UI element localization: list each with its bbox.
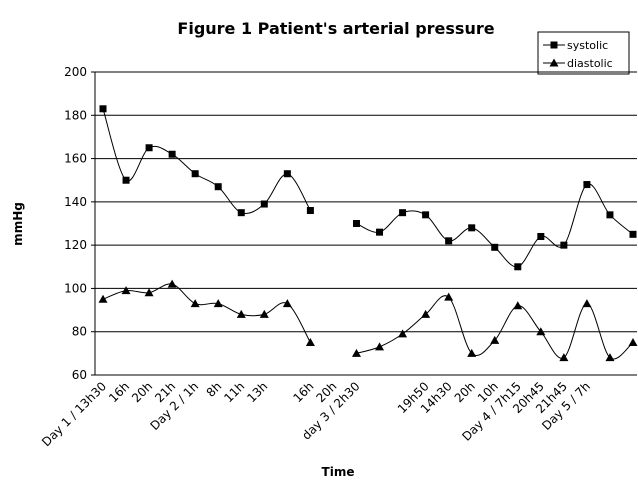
marker — [98, 294, 108, 303]
marker — [468, 224, 476, 232]
legend-label: diastolic — [567, 57, 613, 70]
marker — [398, 329, 408, 338]
marker — [560, 241, 568, 249]
marker — [421, 309, 431, 318]
y-tick-label: 60 — [72, 368, 87, 382]
marker — [190, 299, 200, 308]
marker — [351, 348, 361, 357]
y-tick-label: 160 — [64, 152, 87, 166]
x-tick-label: Day 1 / 13h30 — [39, 379, 109, 449]
series-line — [102, 108, 634, 268]
marker — [167, 279, 177, 288]
marker — [422, 211, 430, 219]
marker — [514, 263, 522, 271]
marker — [444, 292, 454, 301]
marker — [376, 228, 384, 236]
marker — [582, 299, 592, 308]
marker — [491, 243, 499, 251]
marker — [629, 230, 637, 238]
marker — [99, 105, 107, 113]
marker — [375, 342, 385, 351]
marker — [259, 309, 269, 318]
marker — [490, 335, 500, 344]
marker — [122, 176, 130, 184]
legend-marker — [550, 41, 558, 49]
marker — [513, 301, 523, 310]
marker — [467, 348, 477, 357]
marker — [399, 209, 407, 217]
x-tick-label: 20h — [452, 379, 478, 405]
marker — [628, 338, 638, 347]
marker — [583, 181, 591, 189]
chart-title: Figure 1 Patient's arterial pressure — [177, 19, 494, 38]
marker — [121, 286, 131, 295]
marker — [145, 144, 153, 152]
marker — [144, 288, 154, 297]
marker — [306, 207, 314, 215]
marker — [260, 200, 268, 208]
legend-label: systolic — [567, 39, 608, 52]
series-line — [102, 283, 634, 360]
y-tick-label: 140 — [64, 195, 87, 209]
marker — [283, 170, 291, 178]
y-axis-label: mmHg — [11, 202, 25, 246]
y-tick-label: 120 — [64, 238, 87, 252]
y-tick-label: 80 — [72, 325, 87, 339]
marker — [237, 209, 245, 217]
x-tick-label: 11h — [221, 379, 247, 405]
x-tick-label: 16h — [106, 379, 132, 405]
legend-marker — [549, 58, 559, 67]
marker — [559, 353, 569, 362]
marker — [213, 299, 223, 308]
x-tick-label: 16h — [290, 379, 316, 405]
marker — [537, 232, 545, 240]
x-axis-label: Time — [322, 465, 355, 479]
marker — [536, 327, 546, 336]
marker — [445, 237, 453, 245]
marker — [305, 338, 315, 347]
x-tick-label: 8h — [204, 379, 225, 400]
x-tick-label: 13h — [244, 379, 270, 405]
marker — [236, 309, 246, 318]
y-tick-label: 200 — [64, 65, 87, 79]
marker — [352, 220, 360, 227]
marker — [606, 211, 614, 219]
marker — [214, 183, 222, 191]
marker — [282, 299, 292, 308]
x-tick-label: 20h — [129, 379, 155, 405]
legend-box — [537, 31, 630, 75]
marker — [168, 150, 176, 158]
marker — [191, 170, 199, 178]
y-tick-label: 100 — [64, 281, 87, 295]
y-tick-label: 180 — [64, 108, 87, 122]
marker — [605, 353, 615, 362]
